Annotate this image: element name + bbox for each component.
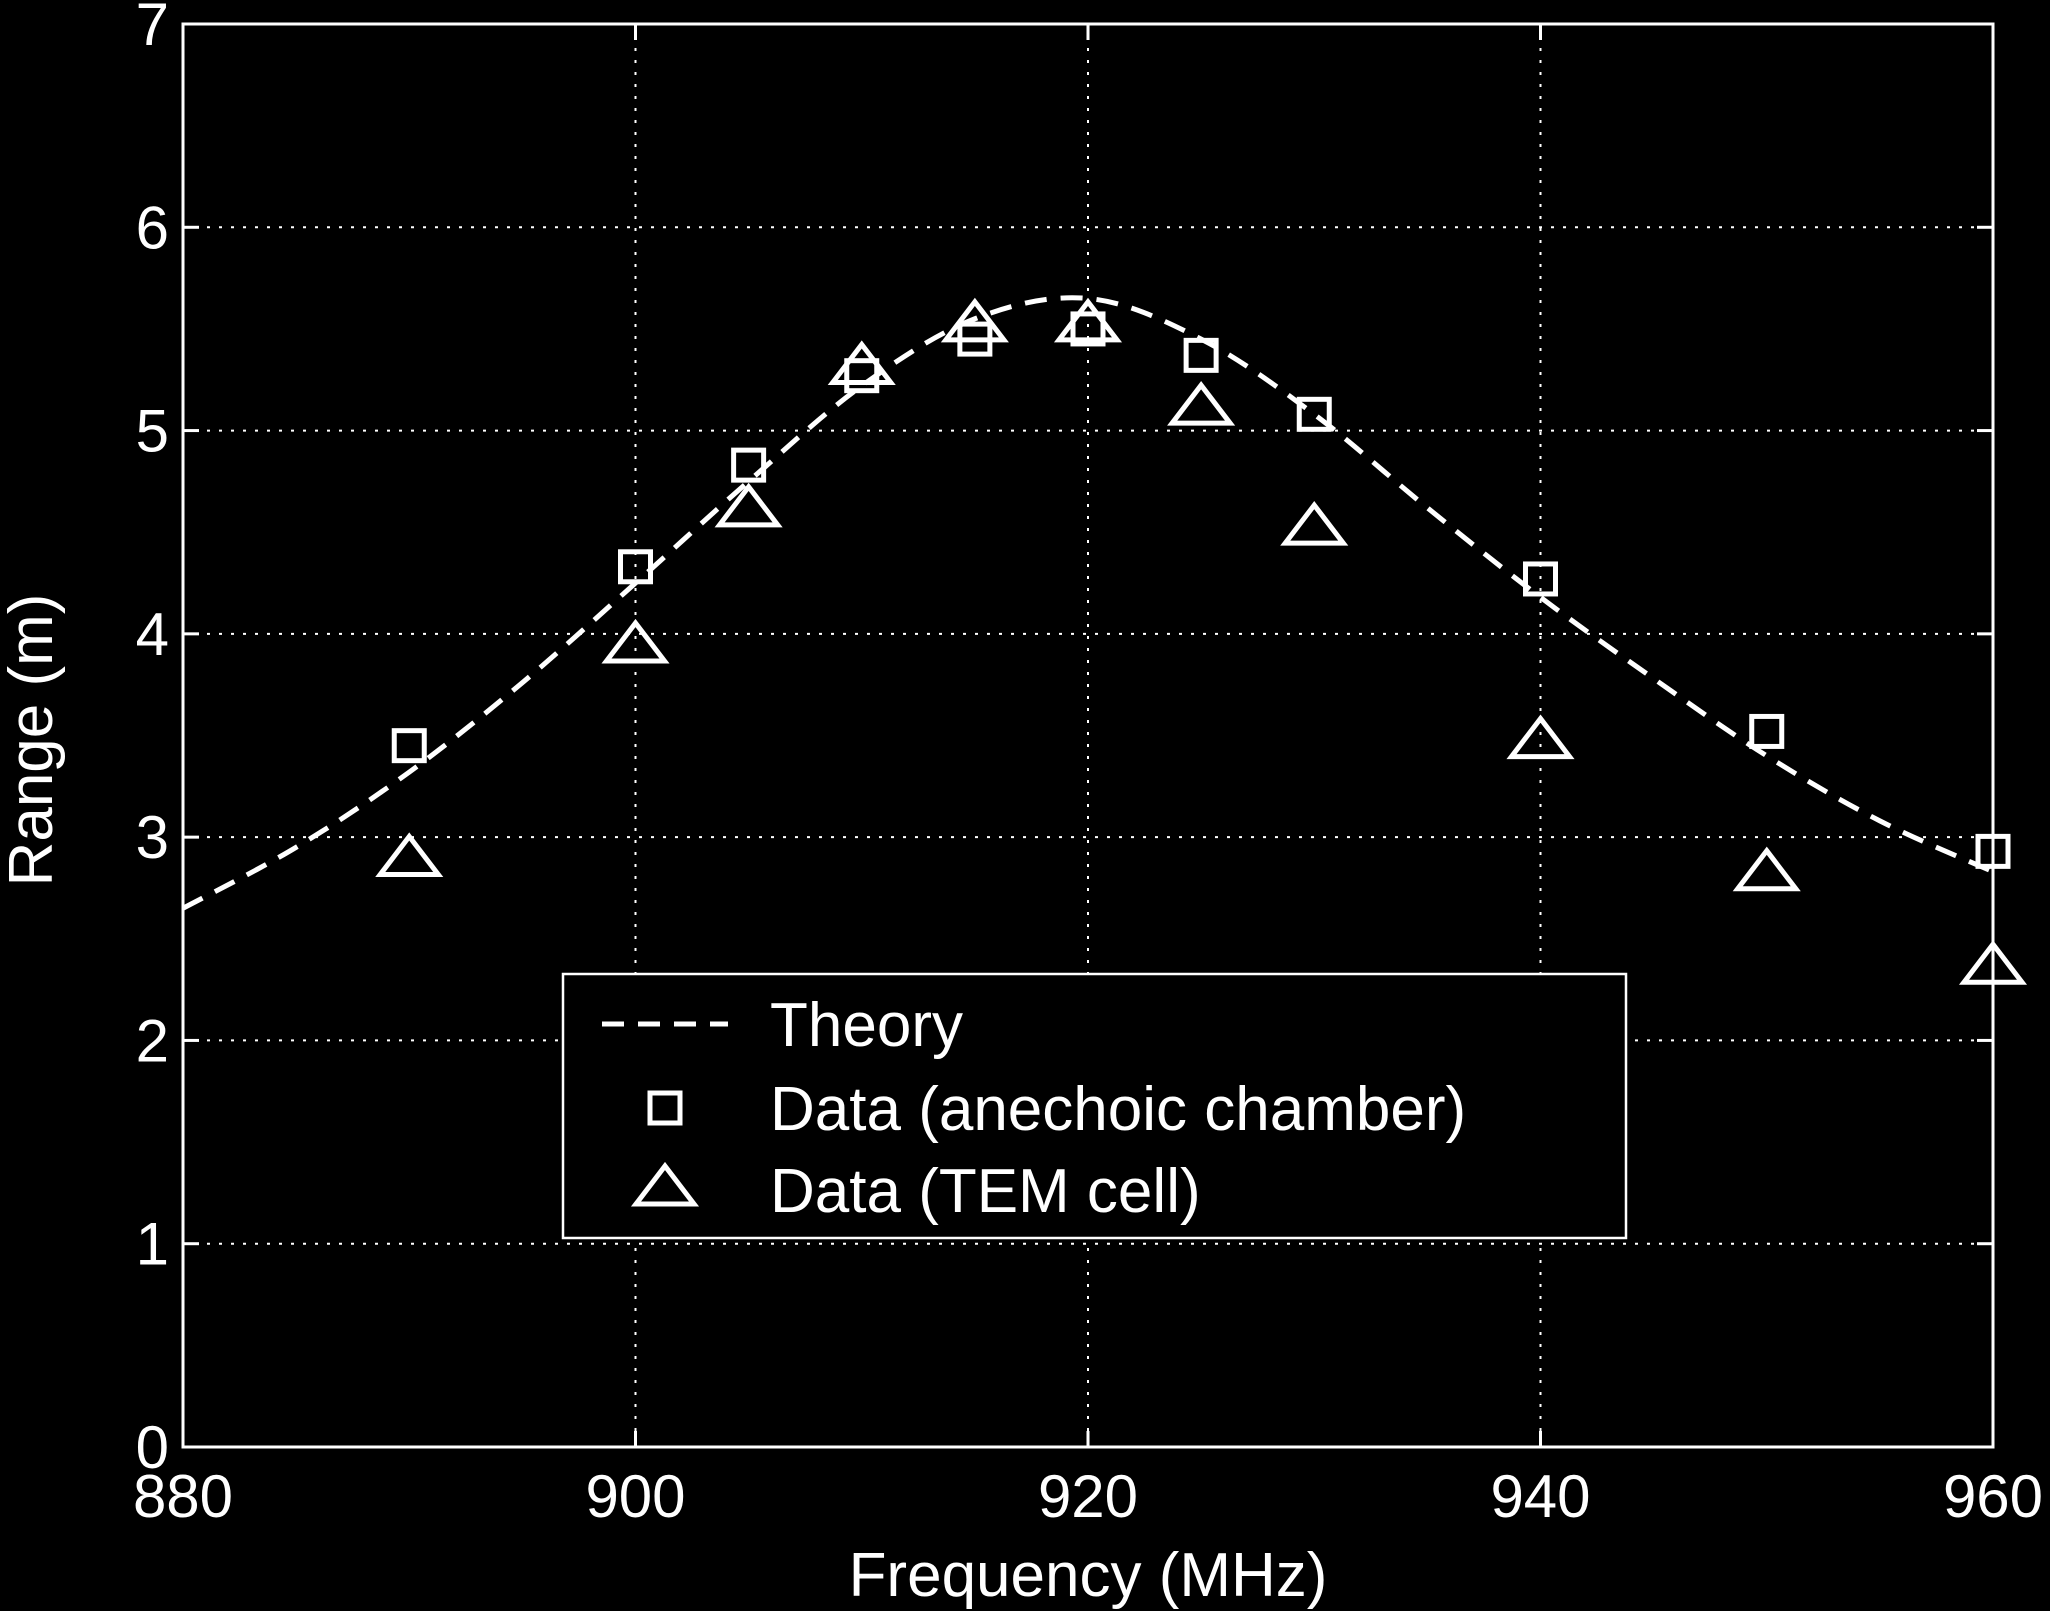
tem-point <box>827 340 896 386</box>
anechoic-point <box>1296 396 1332 432</box>
x-axis: 880 900 920 940 960 <box>133 24 2043 1530</box>
tem-point <box>714 482 783 528</box>
x-tick-label: 960 <box>1943 1463 2043 1530</box>
legend: Theory Data (anechoic chamber) Data (TEM… <box>561 972 1628 1240</box>
theory-line <box>181 295 1995 911</box>
tem-point <box>940 297 1009 343</box>
y-tick-label: 2 <box>136 1007 169 1074</box>
anechoic-point <box>1523 561 1558 597</box>
tem-point <box>1506 714 1575 760</box>
y-tick-label: 0 <box>136 1414 169 1481</box>
tem-point <box>1280 500 1349 546</box>
tem-point <box>375 832 444 877</box>
tem-point <box>1053 297 1123 343</box>
anechoic-point <box>1070 311 1106 347</box>
y-tick-label: 4 <box>136 601 169 668</box>
x-tick-label: 880 <box>133 1463 233 1530</box>
y-tick-label: 1 <box>136 1211 169 1278</box>
legend-anechoic-label: Data (anechoic chamber) <box>770 1075 1466 1144</box>
legend-tem-label: Data (TEM cell) <box>770 1157 1201 1226</box>
theory-series <box>181 295 1995 911</box>
x-axis-title: Frequency (MHz) <box>849 1541 1328 1610</box>
y-tick-label: 5 <box>136 398 169 465</box>
anechoic-point <box>844 358 880 394</box>
y-axis-title: Range (m) <box>0 594 66 887</box>
tem-series <box>375 297 2028 985</box>
anechoic-point <box>1749 713 1785 749</box>
x-tick-label: 900 <box>585 1463 685 1530</box>
grid <box>183 24 1993 1447</box>
anechoic-point <box>1183 337 1219 373</box>
x-tick-label: 940 <box>1490 1463 1590 1530</box>
anechoic-point <box>731 447 767 483</box>
y-axis: 0 1 2 3 4 5 6 7 <box>136 0 1993 1481</box>
tem-point <box>601 618 670 664</box>
tem-point <box>1732 846 1801 892</box>
anechoic-point <box>618 549 653 585</box>
legend-tem-swatch <box>630 1161 700 1207</box>
legend-anechoic-swatch <box>647 1090 683 1126</box>
y-tick-label: 3 <box>136 804 169 871</box>
anechoic-point <box>391 728 427 764</box>
x-tick-label: 920 <box>1038 1463 1138 1530</box>
tem-point <box>1167 381 1236 426</box>
legend-theory-label: Theory <box>770 991 963 1060</box>
y-tick-label: 6 <box>136 194 169 261</box>
legend-box <box>561 972 1628 1240</box>
y-tick-label: 7 <box>136 0 169 58</box>
